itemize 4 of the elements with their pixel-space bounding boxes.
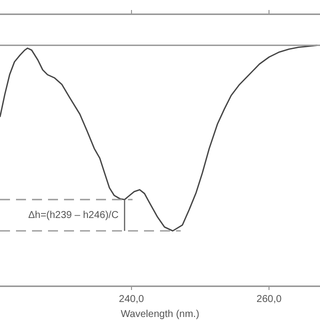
x-tick-label: 240,0 [118, 294, 144, 305]
x-axis-title: Wavelength (nm.) [120, 308, 200, 320]
x-tick-label: 260,0 [256, 294, 282, 305]
annotation: Δh=(h239 – h246)/C [28, 210, 119, 221]
